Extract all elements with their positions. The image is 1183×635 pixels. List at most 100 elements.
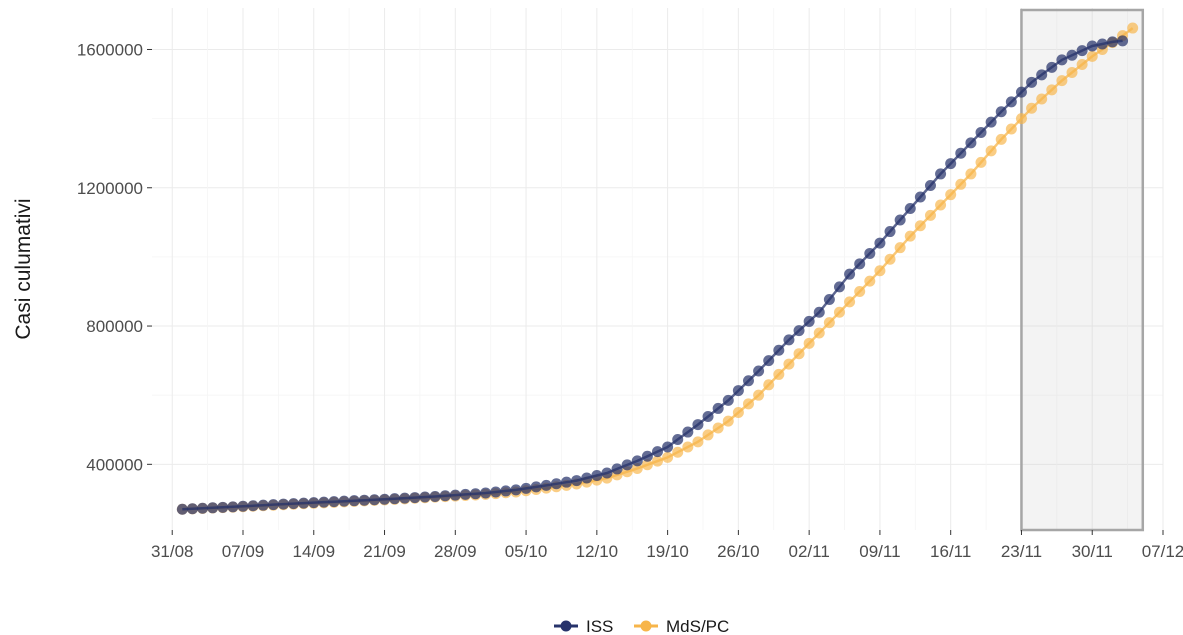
data-point bbox=[480, 487, 492, 499]
data-point bbox=[571, 475, 583, 487]
data-point bbox=[439, 490, 451, 502]
data-point bbox=[854, 258, 866, 270]
x-tick-label: 02/11 bbox=[789, 542, 830, 561]
series-line bbox=[182, 39, 1123, 511]
data-point bbox=[581, 472, 593, 484]
data-point bbox=[1046, 84, 1058, 96]
legend-label: MdS/PC bbox=[666, 617, 729, 635]
data-point bbox=[864, 275, 876, 287]
data-point bbox=[561, 476, 573, 488]
data-point bbox=[894, 214, 906, 226]
data-point bbox=[631, 455, 643, 467]
x-tick-label: 26/10 bbox=[717, 542, 760, 561]
data-point bbox=[672, 434, 684, 446]
series-iss bbox=[176, 35, 1129, 515]
data-point bbox=[1056, 54, 1068, 66]
data-point bbox=[793, 348, 805, 360]
data-point bbox=[712, 422, 724, 434]
data-point bbox=[1056, 75, 1068, 87]
highlight-box bbox=[1020, 8, 1145, 532]
data-point bbox=[318, 496, 330, 508]
data-point bbox=[1015, 86, 1027, 98]
data-point bbox=[823, 294, 835, 306]
data-point bbox=[449, 489, 461, 501]
data-point bbox=[945, 158, 957, 170]
data-point bbox=[712, 402, 724, 414]
highlight-region bbox=[1020, 8, 1145, 532]
data-point bbox=[955, 147, 967, 159]
data-point bbox=[1106, 36, 1118, 48]
data-point bbox=[884, 226, 896, 238]
x-tick-label: 31/08 bbox=[151, 542, 194, 561]
x-tick-label: 05/10 bbox=[505, 542, 548, 561]
data-point bbox=[722, 415, 734, 427]
data-point bbox=[368, 494, 380, 506]
data-point bbox=[631, 462, 643, 474]
data-point bbox=[985, 116, 997, 128]
data-point bbox=[490, 486, 502, 498]
data-point bbox=[783, 334, 795, 346]
legend-item-iss: ISS bbox=[554, 617, 613, 635]
data-point bbox=[237, 500, 249, 512]
data-point bbox=[1015, 113, 1027, 125]
data-point bbox=[662, 441, 674, 453]
data-point bbox=[884, 253, 896, 265]
data-point bbox=[1046, 61, 1058, 73]
data-point bbox=[702, 429, 714, 441]
data-point bbox=[470, 488, 482, 500]
data-point bbox=[894, 242, 906, 254]
series-mds-pc bbox=[176, 22, 1139, 515]
data-point bbox=[379, 493, 391, 505]
data-point bbox=[985, 145, 997, 157]
x-tick-label: 19/10 bbox=[646, 542, 689, 561]
data-point bbox=[763, 379, 775, 391]
data-point bbox=[1066, 67, 1078, 79]
data-point bbox=[1096, 38, 1108, 50]
data-point bbox=[844, 268, 856, 280]
data-point bbox=[186, 503, 198, 515]
data-point bbox=[621, 459, 633, 471]
data-point bbox=[783, 358, 795, 370]
y-tick-label: 800000 bbox=[86, 317, 143, 336]
data-point bbox=[692, 436, 704, 448]
data-point bbox=[833, 306, 845, 318]
data-point bbox=[662, 451, 674, 463]
series-layer bbox=[176, 22, 1139, 515]
data-point bbox=[672, 446, 684, 458]
x-tick-label: 12/10 bbox=[576, 542, 619, 561]
y-tick-label: 400000 bbox=[86, 455, 143, 474]
data-point bbox=[611, 463, 623, 475]
data-point bbox=[702, 410, 714, 422]
data-point bbox=[1026, 102, 1038, 114]
data-point bbox=[298, 497, 310, 509]
data-point bbox=[652, 455, 663, 467]
data-point bbox=[641, 450, 653, 462]
data-point bbox=[833, 281, 845, 293]
data-point bbox=[874, 265, 886, 277]
data-point bbox=[995, 106, 1007, 118]
data-point bbox=[1086, 50, 1098, 62]
data-point bbox=[308, 497, 320, 509]
data-point bbox=[844, 296, 856, 308]
x-tick-label: 30/11 bbox=[1072, 542, 1113, 561]
data-point bbox=[288, 498, 300, 510]
data-point bbox=[652, 446, 663, 458]
data-point bbox=[924, 179, 936, 191]
data-point bbox=[277, 498, 289, 510]
x-tick-label: 28/09 bbox=[434, 542, 477, 561]
x-axis-ticks: 31/08 07/09 14/09 21/09 28/09 05/10 12/10 19/10… bbox=[151, 530, 1183, 561]
data-point bbox=[914, 191, 926, 203]
legend-label: ISS bbox=[586, 617, 613, 635]
data-point bbox=[217, 501, 229, 513]
data-point bbox=[510, 484, 522, 496]
data-point bbox=[854, 285, 866, 297]
legend-key-point bbox=[640, 620, 652, 632]
data-point bbox=[874, 237, 886, 249]
data-point bbox=[753, 389, 765, 401]
data-point bbox=[773, 368, 785, 380]
data-point bbox=[682, 441, 694, 453]
data-point bbox=[813, 306, 825, 318]
data-point bbox=[823, 317, 835, 329]
x-tick-label: 21/09 bbox=[363, 542, 406, 561]
